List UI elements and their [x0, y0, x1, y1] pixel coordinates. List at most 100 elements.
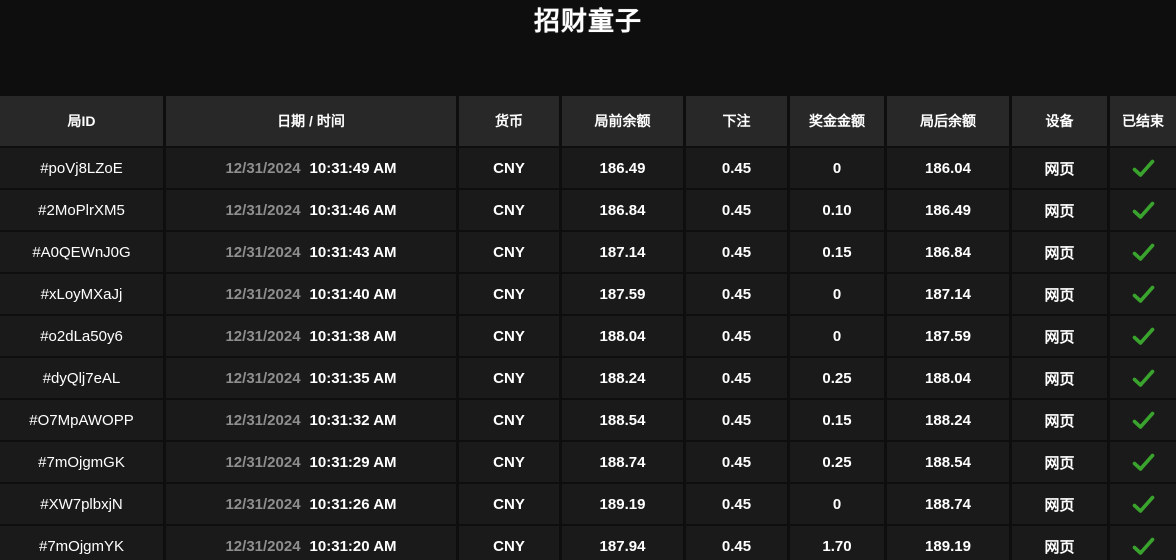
- balance-after-value: 186.84: [887, 232, 1009, 272]
- round-datetime: 12/31/2024 10:31:46 AM: [166, 190, 456, 230]
- currency-value: CNY: [459, 190, 559, 230]
- bonus-value: 0.10: [790, 190, 884, 230]
- table-row: #XW7plbxjN 12/31/2024 10:31:26 AM CNY 18…: [0, 484, 1176, 524]
- currency-value: CNY: [459, 232, 559, 272]
- table-row: #7mOjgmGK 12/31/2024 10:31:29 AM CNY 188…: [0, 442, 1176, 482]
- round-date: 12/31/2024: [225, 495, 301, 513]
- bonus-value: 0.15: [790, 232, 884, 272]
- column-header-bet: 下注: [686, 96, 787, 146]
- column-header-currency: 货币: [459, 96, 559, 146]
- bet-value: 0.45: [686, 316, 787, 356]
- balance-before-value: 187.59: [562, 274, 683, 314]
- device-value: 网页: [1012, 400, 1107, 440]
- bet-value: 0.45: [686, 148, 787, 188]
- bet-value: 0.45: [686, 442, 787, 482]
- table-row: #o2dLa50y6 12/31/2024 10:31:38 AM CNY 18…: [0, 316, 1176, 356]
- bonus-value: 0: [790, 484, 884, 524]
- balance-before-value: 186.49: [562, 148, 683, 188]
- device-value: 网页: [1012, 442, 1107, 482]
- game-history-table: 局ID 日期 / 时间 货币 局前余额 下注 奖金金额 局后余额 设备 已结束 …: [0, 96, 1176, 560]
- round-time: 10:31:32 AM: [309, 411, 397, 429]
- device-value: 网页: [1012, 484, 1107, 524]
- finished-check-icon: [1110, 232, 1176, 272]
- finished-check-icon: [1110, 484, 1176, 524]
- currency-value: CNY: [459, 148, 559, 188]
- round-id: #7mOjgmYK: [0, 526, 163, 560]
- round-time: 10:31:26 AM: [309, 495, 397, 513]
- table-row: #dyQlj7eAL 12/31/2024 10:31:35 AM CNY 18…: [0, 358, 1176, 398]
- currency-value: CNY: [459, 316, 559, 356]
- table-row: #7mOjgmYK 12/31/2024 10:31:20 AM CNY 187…: [0, 526, 1176, 560]
- round-datetime: 12/31/2024 10:31:40 AM: [166, 274, 456, 314]
- column-header-device: 设备: [1012, 96, 1107, 146]
- currency-value: CNY: [459, 484, 559, 524]
- round-date: 12/31/2024: [225, 201, 301, 219]
- round-datetime: 12/31/2024 10:31:20 AM: [166, 526, 456, 560]
- round-id: #poVj8LZoE: [0, 148, 163, 188]
- round-id: #XW7plbxjN: [0, 484, 163, 524]
- finished-check-icon: [1110, 274, 1176, 314]
- column-header-bonus: 奖金金额: [790, 96, 884, 146]
- round-id: #A0QEWnJ0G: [0, 232, 163, 272]
- table-row: #O7MpAWOPP 12/31/2024 10:31:32 AM CNY 18…: [0, 400, 1176, 440]
- device-value: 网页: [1012, 148, 1107, 188]
- table-row: #xLoyMXaJj 12/31/2024 10:31:40 AM CNY 18…: [0, 274, 1176, 314]
- currency-value: CNY: [459, 274, 559, 314]
- column-header-datetime: 日期 / 时间: [166, 96, 456, 146]
- balance-before-value: 187.94: [562, 526, 683, 560]
- table-row: #2MoPlrXM5 12/31/2024 10:31:46 AM CNY 18…: [0, 190, 1176, 230]
- round-date: 12/31/2024: [225, 369, 301, 387]
- page-title: 招财童子: [533, 6, 642, 36]
- bonus-value: 0.25: [790, 358, 884, 398]
- round-time: 10:31:38 AM: [309, 327, 397, 345]
- round-date: 12/31/2024: [225, 453, 301, 471]
- bet-value: 0.45: [686, 190, 787, 230]
- round-date: 12/31/2024: [225, 285, 301, 303]
- finished-check-icon: [1110, 316, 1176, 356]
- round-id: #O7MpAWOPP: [0, 400, 163, 440]
- balance-after-value: 186.49: [887, 190, 1009, 230]
- bonus-value: 0.25: [790, 442, 884, 482]
- round-time: 10:31:49 AM: [309, 159, 397, 177]
- balance-after-value: 189.19: [887, 526, 1009, 560]
- round-id: #7mOjgmGK: [0, 442, 163, 482]
- table-row: #poVj8LZoE 12/31/2024 10:31:49 AM CNY 18…: [0, 148, 1176, 188]
- column-header-balance-after: 局后余额: [887, 96, 1009, 146]
- round-datetime: 12/31/2024 10:31:26 AM: [166, 484, 456, 524]
- round-time: 10:31:29 AM: [309, 453, 397, 471]
- balance-after-value: 188.54: [887, 442, 1009, 482]
- round-time: 10:31:40 AM: [309, 285, 397, 303]
- currency-value: CNY: [459, 400, 559, 440]
- balance-before-value: 188.74: [562, 442, 683, 482]
- device-value: 网页: [1012, 358, 1107, 398]
- balance-after-value: 188.04: [887, 358, 1009, 398]
- balance-after-value: 186.04: [887, 148, 1009, 188]
- bet-value: 0.45: [686, 274, 787, 314]
- currency-value: CNY: [459, 358, 559, 398]
- round-date: 12/31/2024: [225, 537, 301, 555]
- balance-after-value: 187.59: [887, 316, 1009, 356]
- round-date: 12/31/2024: [225, 411, 301, 429]
- balance-before-value: 189.19: [562, 484, 683, 524]
- balance-before-value: 188.54: [562, 400, 683, 440]
- table-body: #poVj8LZoE 12/31/2024 10:31:49 AM CNY 18…: [0, 148, 1176, 560]
- table-header-row: 局ID 日期 / 时间 货币 局前余额 下注 奖金金额 局后余额 设备 已结束: [0, 96, 1176, 146]
- bet-value: 0.45: [686, 358, 787, 398]
- round-datetime: 12/31/2024 10:31:38 AM: [166, 316, 456, 356]
- device-value: 网页: [1012, 232, 1107, 272]
- bet-value: 0.45: [686, 232, 787, 272]
- round-id: #2MoPlrXM5: [0, 190, 163, 230]
- currency-value: CNY: [459, 442, 559, 482]
- round-date: 12/31/2024: [225, 327, 301, 345]
- balance-before-value: 186.84: [562, 190, 683, 230]
- balance-before-value: 188.24: [562, 358, 683, 398]
- round-id: #o2dLa50y6: [0, 316, 163, 356]
- finished-check-icon: [1110, 526, 1176, 560]
- bet-value: 0.45: [686, 526, 787, 560]
- finished-check-icon: [1110, 442, 1176, 482]
- finished-check-icon: [1110, 400, 1176, 440]
- device-value: 网页: [1012, 190, 1107, 230]
- round-time: 10:31:20 AM: [309, 537, 397, 555]
- table-row: #A0QEWnJ0G 12/31/2024 10:31:43 AM CNY 18…: [0, 232, 1176, 272]
- balance-after-value: 187.14: [887, 274, 1009, 314]
